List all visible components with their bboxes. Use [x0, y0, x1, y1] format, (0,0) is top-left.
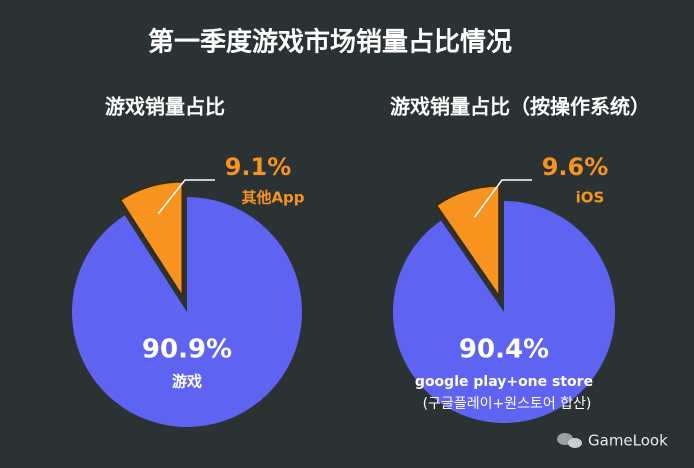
category-label: 游戏	[172, 373, 202, 391]
watermark: GameLook	[588, 432, 668, 450]
chart-title: 游戏销量占比（按操作系统）	[390, 95, 650, 119]
category-label: 其他App	[241, 189, 304, 207]
chart-title: 游戏销量占比	[105, 95, 225, 119]
pie-slice	[71, 197, 302, 427]
annotation: (구글플레이+원스토어 합산)	[423, 396, 592, 412]
leader-line	[157, 179, 215, 215]
pie-slice	[118, 180, 184, 301]
pie-slice	[393, 201, 615, 423]
leader-line	[473, 179, 532, 218]
category-label: google play+one store	[415, 374, 593, 390]
value-label: 90.9%	[142, 335, 232, 365]
pie-slice	[434, 184, 501, 300]
watermark-icon	[557, 433, 582, 448]
value-label: 9.1%	[225, 153, 292, 181]
page-title: 第一季度游戏市场销量占比情况	[148, 27, 512, 58]
value-label: 9.6%	[542, 153, 609, 181]
category-label: iOS	[576, 189, 605, 207]
value-label: 90.4%	[459, 335, 549, 365]
